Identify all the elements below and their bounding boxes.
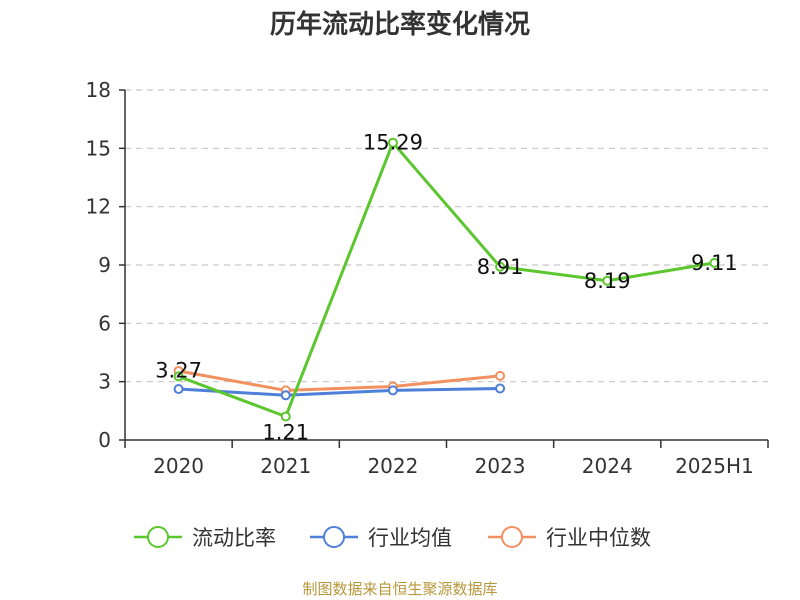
legend: 流动比率 行业均值 行业中位数 <box>134 526 651 550</box>
y-tick-label: 0 <box>98 428 111 452</box>
x-tick-label: 2025H1 <box>675 454 754 478</box>
data-label: 8.19 <box>584 269 631 293</box>
legend-item-1[interactable]: 行业均值 <box>310 526 452 550</box>
legend-label: 行业均值 <box>368 526 452 550</box>
x-tick-label: 2024 <box>582 454 633 478</box>
legend-item-2[interactable]: 行业中位数 <box>488 526 651 550</box>
y-tick-label: 6 <box>98 311 111 335</box>
y-tick-label: 9 <box>98 253 111 277</box>
data-point <box>387 137 398 148</box>
y-tick-label: 15 <box>86 136 111 160</box>
legend-label: 行业中位数 <box>546 526 651 550</box>
data-label-layer: 3.27 1.21 15.29 8.91 8.19 9.11 <box>155 131 738 445</box>
source-note: 制图数据来自恒生聚源数据库 <box>302 580 497 598</box>
data-point <box>495 383 506 394</box>
data-point <box>173 371 184 382</box>
data-point <box>173 384 184 395</box>
axis-layer: 0 3 6 9 12 15 18 2020 2021 2022 2023 2024 2025H1 <box>86 78 769 478</box>
data-label: 8.91 <box>477 255 524 279</box>
series-line-1 <box>178 386 501 397</box>
legend-item-0[interactable]: 流动比率 <box>134 526 276 550</box>
data-point <box>387 385 398 396</box>
data-label: 15.29 <box>363 131 423 155</box>
legend-marker <box>147 526 169 548</box>
series-line-0 <box>178 141 715 418</box>
x-tick-label: 2023 <box>475 454 526 478</box>
series-layer <box>173 137 720 422</box>
data-point <box>709 257 720 268</box>
data-point <box>280 390 291 401</box>
data-label: 3.27 <box>155 358 202 382</box>
grid-layer <box>125 89 768 383</box>
legend-marker <box>501 526 523 548</box>
data-point <box>602 275 613 286</box>
x-tick-label: 2021 <box>260 454 311 478</box>
legend-marker <box>323 526 345 548</box>
data-label: 9.11 <box>691 251 738 275</box>
data-point <box>495 261 506 272</box>
series-line-2 <box>178 369 501 392</box>
x-tick-label: 2020 <box>153 454 204 478</box>
chart-title: 历年流动比率变化情况 <box>270 9 530 40</box>
y-tick-label: 3 <box>98 370 111 394</box>
legend-label: 流动比率 <box>192 526 276 550</box>
y-tick-label: 12 <box>86 195 111 219</box>
x-tick-label: 2022 <box>367 454 418 478</box>
y-tick-label: 18 <box>86 78 111 102</box>
data-point <box>495 370 506 381</box>
data-point <box>280 411 291 422</box>
data-label: 1.21 <box>262 420 309 444</box>
